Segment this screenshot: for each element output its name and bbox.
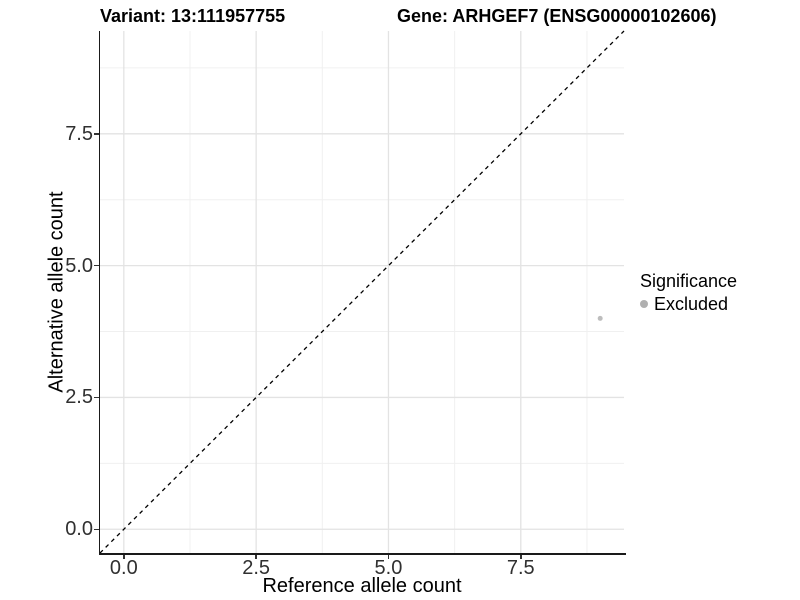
y-tick-mark xyxy=(94,133,99,135)
y-tick-mark xyxy=(94,528,99,531)
x-tick-mark xyxy=(123,554,125,559)
legend-title: Significance xyxy=(640,271,738,291)
data-point xyxy=(597,315,603,321)
x-tick-mark xyxy=(255,554,257,559)
x-tick-mark xyxy=(520,554,522,559)
legend-item-label: Excluded xyxy=(654,294,729,314)
x-tick-label: 7.5 xyxy=(506,557,535,579)
plot-canvas xyxy=(99,30,625,554)
identity-line xyxy=(99,30,625,554)
y-axis-line xyxy=(98,31,100,555)
legend-item-excluded: Excluded xyxy=(640,294,737,314)
y-tick-label: 7.5 xyxy=(65,122,93,145)
plot-title-gene: Gene: ARHGEF7 (ENSG00000102606) xyxy=(397,6,717,26)
y-tick-label: 5.0 xyxy=(65,254,93,277)
x-tick-label: 0.0 xyxy=(109,557,138,579)
y-tick-mark xyxy=(94,264,99,267)
legend-marker-circle xyxy=(640,300,648,308)
x-axis-line xyxy=(98,553,626,555)
x-axis-title: Reference allele count xyxy=(262,575,462,597)
plot-panel xyxy=(99,30,625,554)
x-tick-label: 2.5 xyxy=(242,557,271,579)
y-tick-mark xyxy=(94,396,99,399)
x-tick-mark xyxy=(387,554,390,559)
y-tick-label: 2.5 xyxy=(65,386,93,409)
y-axis-title: Alternative allele count xyxy=(45,191,68,393)
y-tick-label: 0.0 xyxy=(65,518,93,541)
plot-title-variant: Variant: 13:111957755 xyxy=(100,6,286,26)
x-tick-label: 5.0 xyxy=(374,557,403,579)
legend: Significance Excluded xyxy=(640,270,737,314)
